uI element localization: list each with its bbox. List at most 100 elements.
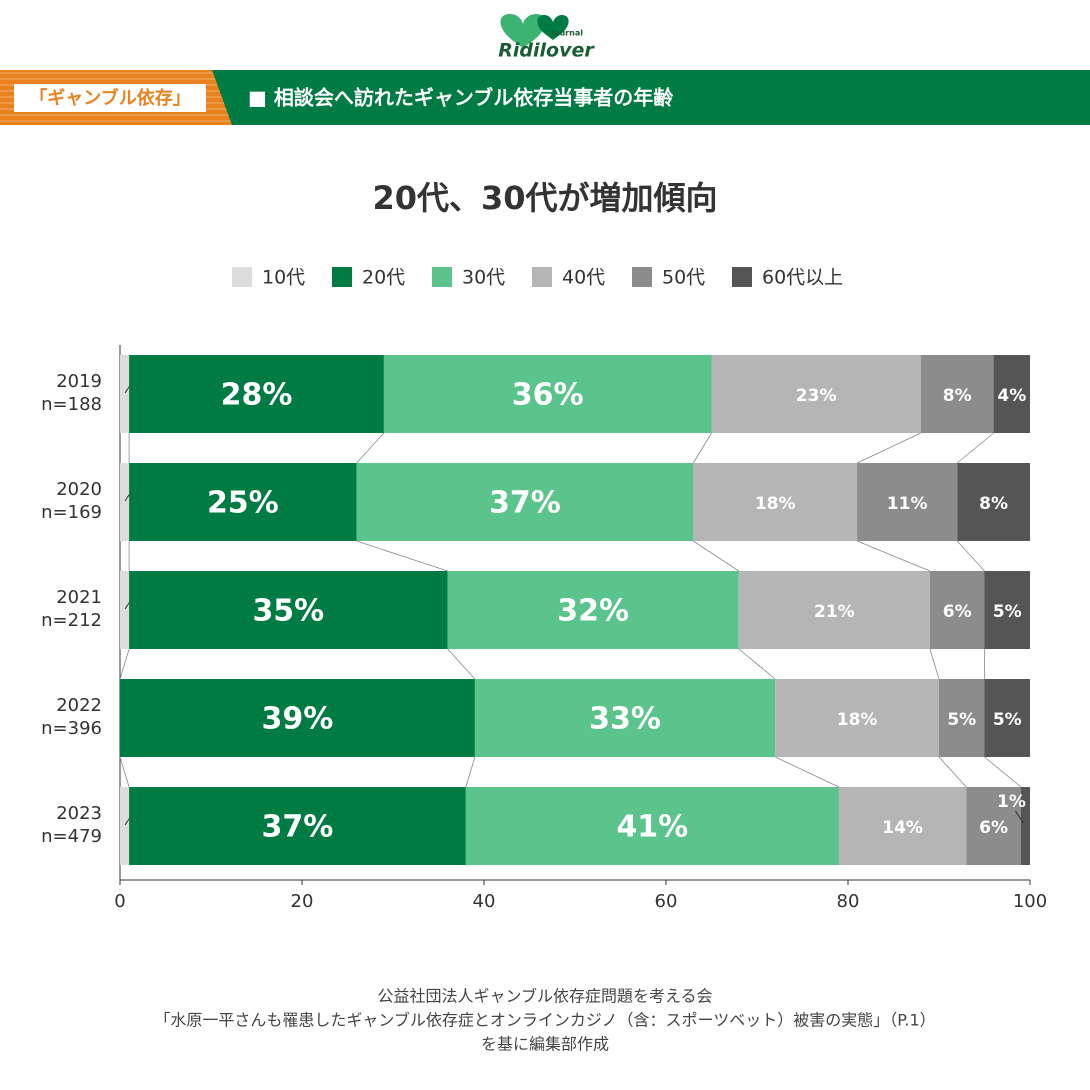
bar-segment <box>738 571 930 649</box>
value-label: 6% <box>979 818 1008 838</box>
y-tick-label: n=188 <box>41 394 102 415</box>
connector <box>956 540 985 572</box>
x-tick-label: 0 <box>114 891 125 912</box>
bar-segment <box>957 463 1030 541</box>
y-tick-label: 2021 <box>56 587 102 608</box>
value-label: 5% <box>993 602 1022 622</box>
bar-segment <box>993 355 1030 433</box>
value-label: 8% <box>943 386 972 406</box>
bar-segment <box>120 355 130 433</box>
bar-segment <box>1020 787 1030 865</box>
legend-label: 20代 <box>362 267 405 289</box>
value-label: 33% <box>589 702 661 737</box>
bar-segment <box>984 679 1030 757</box>
bar-segment <box>465 787 839 865</box>
bar-segment <box>939 679 985 757</box>
header-tag-box <box>14 84 206 112</box>
chart-title: 20代、30代が増加傾向 <box>372 179 717 217</box>
bar-segment <box>775 679 939 757</box>
value-label: 36% <box>512 378 584 413</box>
y-tick-label: n=212 <box>41 610 102 631</box>
bar-segment <box>693 463 858 541</box>
bar-segment <box>383 355 712 433</box>
value-label: 18% <box>837 710 878 730</box>
connector <box>929 648 940 680</box>
x-tick-label: 60 <box>655 891 678 912</box>
y-tick-label: n=396 <box>41 718 102 739</box>
bar-segment <box>120 571 130 649</box>
leader-line <box>1015 810 1024 824</box>
bar-segment <box>474 679 776 757</box>
source-line: 公益社団法人ギャンブル依存症問題を考える会 <box>377 987 712 1006</box>
logo-sub: Journal <box>550 29 583 38</box>
legend-label: 50代 <box>662 267 705 289</box>
value-label: 11% <box>887 494 928 514</box>
y-tick-label: 2022 <box>56 695 102 716</box>
logo: Ridilover Journal <box>498 14 595 62</box>
legend-swatch <box>732 267 752 287</box>
value-label: 41% <box>616 810 688 845</box>
source-line: 「水原一平さんも罹患したギャンブル依存症とオンラインカジノ（含：スポーツベット）… <box>154 1011 935 1030</box>
value-label: 37% <box>489 486 561 521</box>
value-label: 6% <box>943 602 972 622</box>
connector <box>938 756 967 788</box>
x-tick-label: 100 <box>1013 891 1047 912</box>
bar-segment <box>838 787 967 865</box>
bar-segment <box>129 463 357 541</box>
value-label: 25% <box>207 486 279 521</box>
x-tick-label: 80 <box>837 891 860 912</box>
y-tick-label: n=169 <box>41 502 102 523</box>
header-title: ■ 相談会へ訪れたギャンブル依存当事者の年齢 <box>248 86 674 110</box>
connector <box>856 432 921 464</box>
value-label: 5% <box>947 710 976 730</box>
value-label: 21% <box>814 602 855 622</box>
bar-segment <box>711 355 921 433</box>
legend-swatch <box>632 267 652 287</box>
value-label: 37% <box>262 810 334 845</box>
legend-swatch <box>232 267 252 287</box>
header-tag: 「ギャンブル依存」 <box>29 87 190 109</box>
value-label: 35% <box>252 594 324 629</box>
legend: 10代 20代 30代 40代 50代 60代以上 <box>232 267 843 289</box>
legend-swatch <box>532 267 552 287</box>
value-label: 1% <box>997 792 1026 812</box>
legend-label: 30代 <box>462 267 505 289</box>
source-line: を基に編集部作成 <box>481 1035 609 1054</box>
connector <box>119 756 130 788</box>
connector <box>693 540 740 572</box>
connector <box>775 756 840 788</box>
bar-segment <box>920 355 994 433</box>
legend-swatch <box>332 267 352 287</box>
bar-segment <box>929 571 985 649</box>
connector <box>692 432 712 464</box>
bar-segment <box>447 571 739 649</box>
connector <box>465 756 476 788</box>
value-label: 8% <box>979 494 1008 514</box>
connector <box>356 540 448 572</box>
x-tick-label: 40 <box>473 891 496 912</box>
connector <box>956 432 994 464</box>
y-tick-label: 2019 <box>56 371 102 392</box>
value-label: 28% <box>221 378 293 413</box>
y-tick-label: 2020 <box>56 479 102 500</box>
legend-label: 60代以上 <box>762 267 843 289</box>
y-tick-label: 2023 <box>56 803 102 824</box>
connector <box>119 648 130 680</box>
connector <box>856 540 931 572</box>
x-tick-label: 20 <box>291 891 314 912</box>
legend-label: 40代 <box>562 267 605 289</box>
connector <box>738 648 776 680</box>
value-label: 14% <box>882 818 923 838</box>
logo-text: Ridilover <box>498 40 595 62</box>
value-label: 23% <box>796 386 837 406</box>
value-label: 32% <box>557 594 629 629</box>
bar-segment <box>129 355 384 433</box>
y-tick-label: n=479 <box>41 826 102 847</box>
bar-segment <box>857 463 958 541</box>
legend-swatch <box>432 267 452 287</box>
source: 公益社団法人ギャンブル依存症問題を考える会「水原一平さんも罹患したギャンブル依存… <box>154 987 935 1054</box>
connector <box>984 756 1022 788</box>
legend-label: 10代 <box>262 267 305 289</box>
